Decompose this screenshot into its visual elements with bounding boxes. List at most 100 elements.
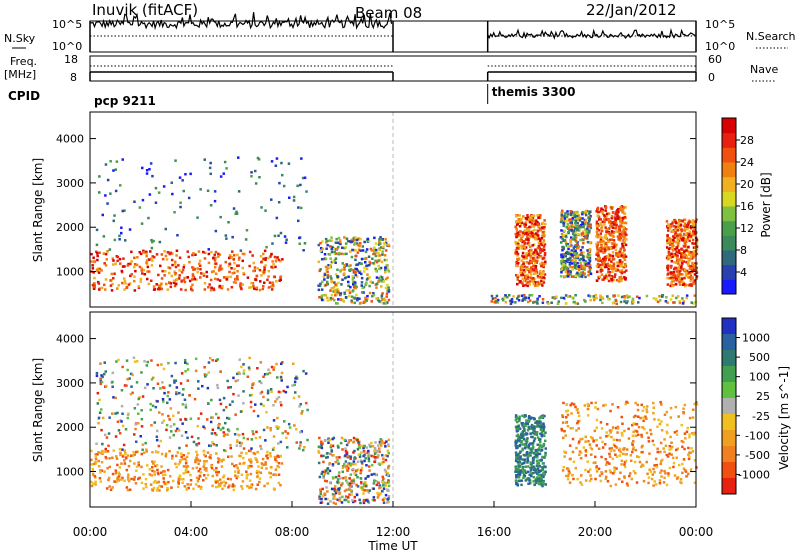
echo-cell bbox=[356, 269, 359, 272]
echo-cell bbox=[515, 476, 518, 479]
echo-cell bbox=[135, 263, 139, 267]
echo-cell bbox=[640, 403, 643, 407]
echo-cell bbox=[675, 433, 679, 436]
echo-cell bbox=[616, 235, 620, 238]
echo-cell bbox=[151, 240, 154, 244]
echo-cell bbox=[318, 269, 321, 273]
echo-cell bbox=[218, 266, 221, 270]
echo-cell bbox=[240, 473, 244, 476]
echo-cell bbox=[623, 475, 626, 478]
echo-cell bbox=[603, 242, 606, 246]
echo-cell bbox=[173, 284, 177, 288]
echo-cell bbox=[203, 373, 207, 376]
echo-cell bbox=[296, 184, 299, 188]
echo-cell bbox=[127, 473, 130, 476]
echo-cell bbox=[363, 454, 366, 457]
echo-cell bbox=[579, 271, 582, 275]
echo-cell bbox=[319, 501, 323, 504]
echo-cell bbox=[365, 278, 369, 281]
echo-cell bbox=[588, 259, 592, 263]
echo-cell bbox=[575, 446, 578, 450]
echo-cell bbox=[686, 237, 689, 241]
echo-cell bbox=[106, 202, 109, 205]
echo-cell bbox=[387, 243, 390, 247]
echo-cell bbox=[580, 233, 584, 237]
echo-cell bbox=[140, 371, 143, 374]
echo-cell bbox=[95, 374, 99, 378]
echo-cell bbox=[276, 465, 279, 468]
echo-cell bbox=[516, 282, 519, 286]
echo-cell bbox=[121, 455, 125, 458]
echo-cell bbox=[238, 454, 241, 458]
echo-cell bbox=[522, 257, 526, 260]
echo-cell bbox=[527, 250, 531, 253]
echo-cell bbox=[217, 485, 220, 488]
echo-cell bbox=[615, 211, 619, 214]
echo-cell bbox=[386, 454, 389, 458]
echo-cell bbox=[592, 461, 595, 465]
echo-cell bbox=[530, 435, 533, 439]
echo-cell bbox=[680, 267, 683, 271]
echo-cell bbox=[320, 497, 323, 501]
echo-cell bbox=[587, 270, 590, 274]
echo-cell bbox=[186, 470, 190, 474]
echo-cell bbox=[637, 455, 641, 459]
echo-cell bbox=[326, 274, 330, 277]
echo-cell bbox=[297, 206, 300, 209]
echo-cell bbox=[90, 463, 94, 466]
echo-cell bbox=[150, 359, 153, 362]
echo-cell bbox=[530, 427, 533, 430]
echo-cell bbox=[238, 256, 241, 259]
echo-cell bbox=[591, 437, 594, 440]
nsky-tick-bottom: 10^0 bbox=[52, 40, 82, 53]
colorbar-swatch-7 bbox=[722, 176, 736, 192]
echo-cell bbox=[223, 160, 227, 164]
echo-cell bbox=[675, 246, 678, 249]
echo-cell bbox=[515, 427, 518, 431]
echo-cell bbox=[660, 429, 664, 432]
echo-cell bbox=[385, 258, 388, 262]
echo-cell bbox=[386, 449, 390, 452]
echo-cell bbox=[567, 468, 570, 471]
echo-cell bbox=[273, 234, 277, 238]
echo-cell bbox=[271, 448, 275, 451]
echo-cell bbox=[231, 272, 234, 275]
echo-cell bbox=[374, 441, 377, 444]
echo-cell bbox=[384, 445, 387, 448]
echo-cell bbox=[353, 449, 356, 453]
echo-cell bbox=[245, 470, 248, 473]
echo-cell bbox=[364, 480, 367, 484]
echo-cell bbox=[605, 277, 609, 280]
echo-cell bbox=[139, 252, 143, 256]
echo-cell bbox=[238, 441, 242, 445]
echo-cell bbox=[596, 262, 600, 266]
echo-cell bbox=[387, 286, 390, 289]
freq-trace bbox=[89, 65, 697, 81]
echo-cell bbox=[532, 439, 536, 443]
echo-cell bbox=[241, 487, 244, 491]
echo-cell bbox=[252, 284, 255, 288]
echo-cell bbox=[180, 455, 183, 459]
echo-cell bbox=[662, 447, 665, 450]
echo-cell bbox=[536, 452, 540, 456]
echo-cell bbox=[326, 472, 330, 475]
echo-cell bbox=[527, 267, 530, 271]
echo-cell bbox=[689, 274, 693, 278]
echo-cell bbox=[671, 456, 675, 460]
echo-cell bbox=[142, 487, 145, 490]
echo-cell bbox=[641, 426, 645, 429]
echo-cell bbox=[384, 458, 388, 462]
echo-cell bbox=[600, 226, 603, 230]
echo-cell bbox=[534, 468, 538, 471]
echo-cell bbox=[326, 276, 329, 279]
echo-cell bbox=[660, 403, 663, 406]
echo-cell bbox=[599, 298, 602, 302]
echo-cell bbox=[574, 225, 578, 228]
echo-cell bbox=[683, 224, 686, 228]
echo-cell bbox=[386, 472, 389, 475]
echo-cell bbox=[610, 279, 614, 283]
echo-cell bbox=[682, 260, 685, 263]
echo-cell bbox=[528, 220, 532, 224]
echo-cell bbox=[609, 409, 612, 413]
echo-cell bbox=[494, 301, 497, 304]
